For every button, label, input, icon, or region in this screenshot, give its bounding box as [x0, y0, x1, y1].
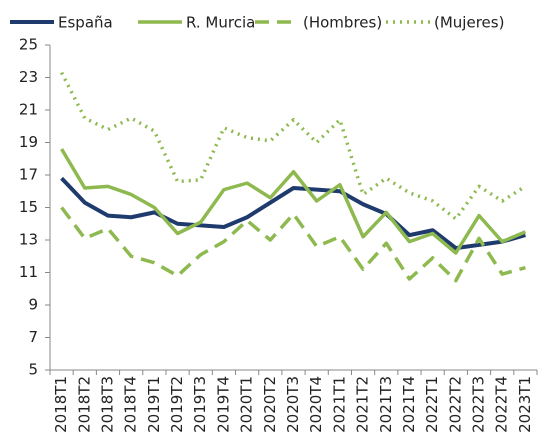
series-line: [60, 71, 527, 221]
y-tick-label: 15: [19, 198, 38, 216]
x-tick-label: 2022T2: [446, 376, 464, 433]
series-line: [60, 206, 526, 283]
y-tick-label: 25: [19, 36, 38, 54]
y-tick-label: 19: [19, 133, 38, 151]
legend-label: (Mujeres): [434, 14, 504, 32]
y-tick-label: 9: [28, 296, 38, 314]
x-tick-label: 2018T3: [98, 376, 116, 433]
y-tick-label: 11: [19, 263, 38, 281]
x-tick-label: 2020T1: [238, 376, 256, 433]
x-tick-label: 2021T3: [377, 376, 395, 433]
x-tick-label: 2022T3: [470, 376, 488, 433]
x-tick-label: 2019T4: [214, 376, 232, 433]
y-tick-label: 21: [19, 101, 38, 119]
legend-label: (Hombres): [303, 14, 382, 32]
x-tick-label: 2022T4: [493, 376, 511, 433]
series-line: [60, 176, 526, 251]
y-tick-label: 13: [19, 231, 38, 249]
x-tick-label: 2020T3: [284, 376, 302, 433]
x-tick-label: 2020T2: [261, 376, 279, 433]
legend-label: España: [58, 14, 113, 32]
x-tick-label: 2021T4: [400, 376, 418, 433]
y-tick-label: 23: [19, 68, 38, 86]
series-line: [60, 148, 527, 255]
x-tick-label: 2019T1: [145, 376, 163, 433]
x-tick-label: 2018T4: [122, 376, 140, 433]
legend-label: R. Murcia: [186, 14, 255, 32]
y-tick-label: 5: [28, 361, 38, 379]
y-tick-label: 7: [28, 328, 38, 346]
x-tick-label: 2023T1: [516, 376, 534, 433]
x-tick-label: 2019T3: [191, 376, 209, 433]
x-tick-label: 2022T1: [423, 376, 441, 433]
x-tick-label: 2020T4: [307, 376, 325, 433]
x-tick-label: 2018T1: [52, 376, 70, 433]
y-tick-label: 17: [19, 166, 38, 184]
x-tick-label: 2018T2: [75, 376, 93, 433]
x-tick-label: 2021T2: [354, 376, 372, 433]
x-tick-label: 2021T1: [330, 376, 348, 433]
x-tick-label: 2019T2: [168, 376, 186, 433]
